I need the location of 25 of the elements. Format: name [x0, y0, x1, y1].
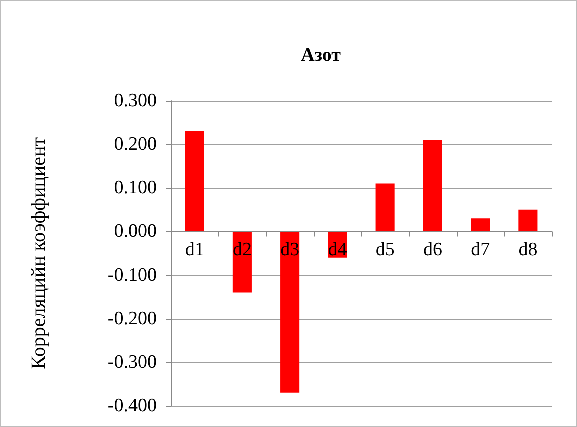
bar [185, 132, 204, 232]
x-tick-label: d2 [232, 240, 252, 261]
x-tick-label: d4 [328, 240, 348, 261]
x-tick-label: d1 [185, 240, 204, 261]
x-tick-label: d3 [280, 240, 300, 261]
bar [471, 218, 490, 232]
bar [423, 140, 442, 232]
y-tick-label: -0.300 [108, 352, 157, 373]
bar [280, 232, 300, 393]
y-tick-label: 0.300 [114, 90, 157, 112]
y-tick-label: 0.000 [114, 221, 157, 242]
y-tick-label: 0.100 [114, 178, 157, 199]
x-tick-label: d6 [423, 240, 442, 261]
bar [376, 184, 395, 232]
x-tick-label: d8 [518, 240, 538, 261]
y-tick-label: -0.100 [108, 264, 157, 286]
x-tick-label: d5 [376, 240, 395, 261]
x-tick-label: d7 [471, 240, 490, 261]
y-axis-title: Корреляцийн коэффициент [28, 137, 50, 370]
y-tick-label: 0.200 [114, 134, 157, 156]
bar [232, 232, 252, 293]
chart-title: Азот [301, 45, 342, 66]
y-tick-label: -0.400 [108, 396, 157, 416]
bar [518, 210, 538, 232]
y-tick-label: -0.200 [108, 308, 157, 330]
